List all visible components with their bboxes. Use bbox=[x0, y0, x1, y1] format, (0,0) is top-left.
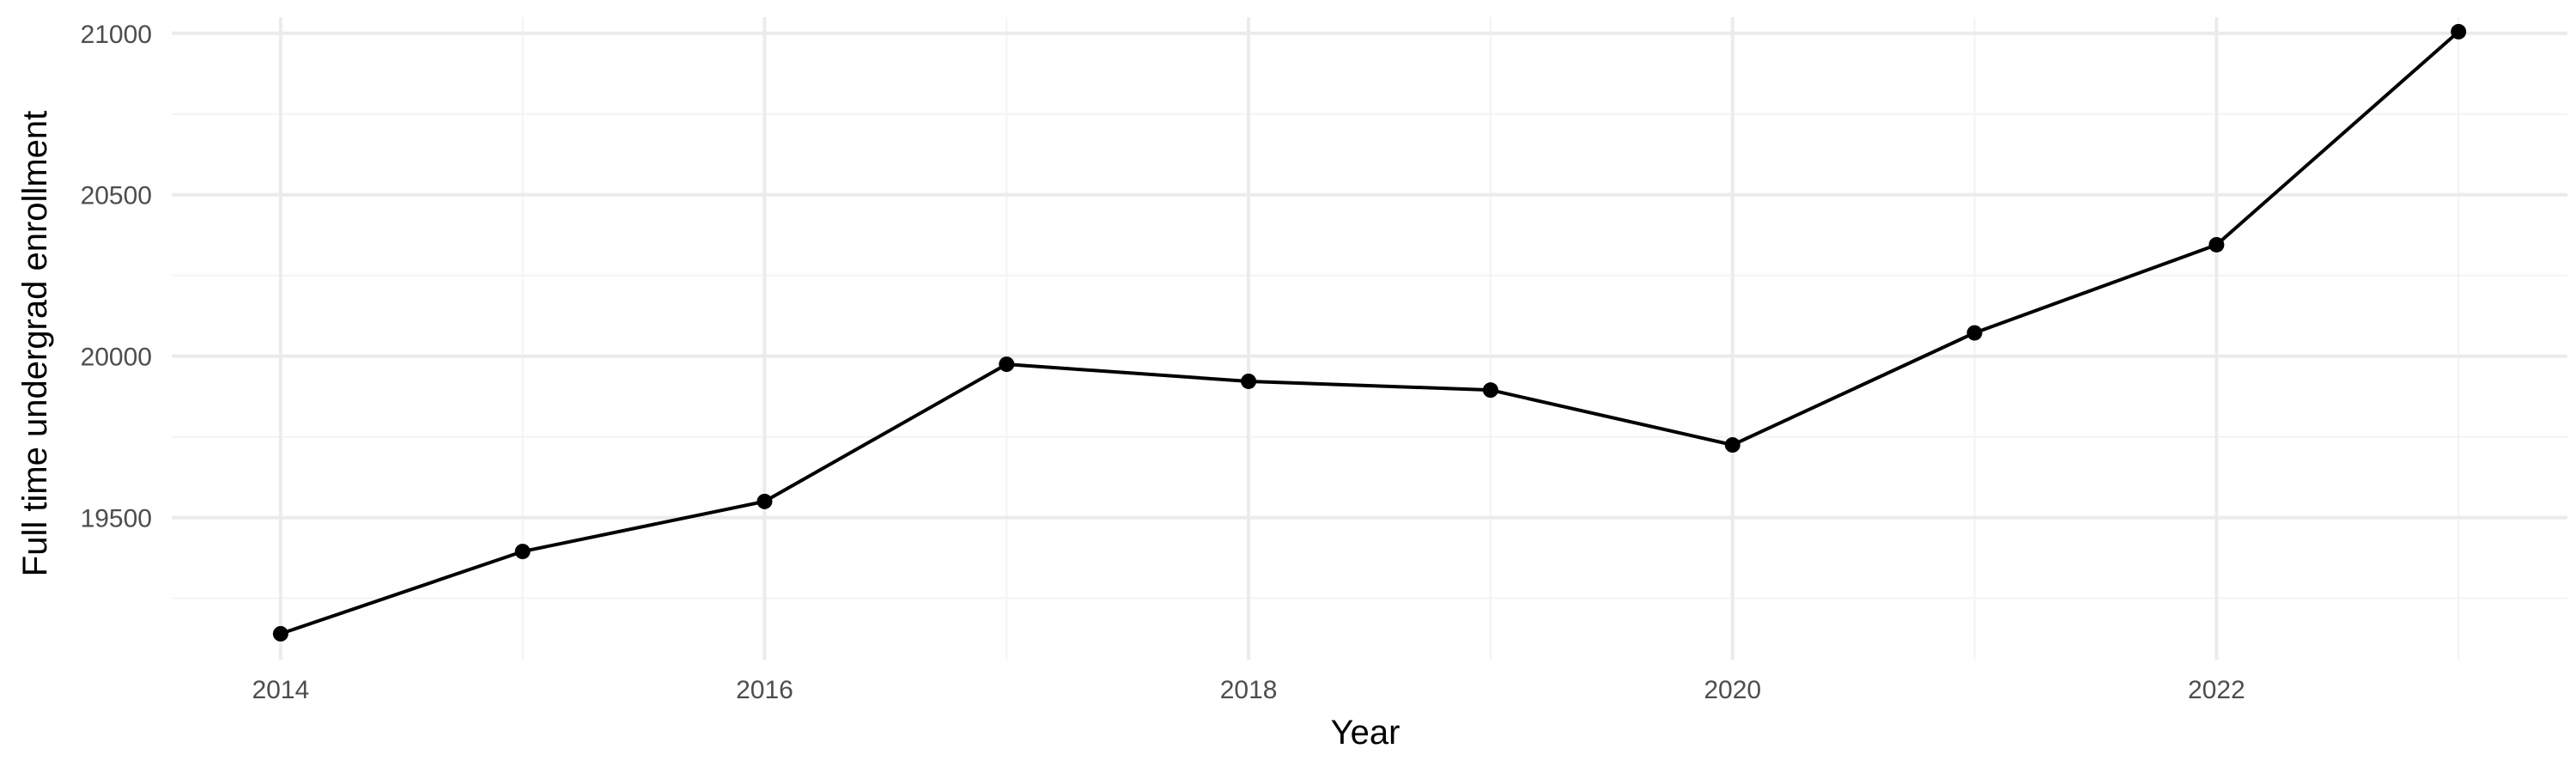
data-point bbox=[2451, 23, 2467, 40]
x-tick-label: 2016 bbox=[736, 676, 793, 704]
series-layer bbox=[280, 30, 2460, 636]
data-point bbox=[1241, 373, 1257, 389]
x-axis-title: Year bbox=[1331, 714, 1400, 752]
data-point bbox=[1966, 325, 1983, 341]
y-tick-label: 21000 bbox=[81, 21, 152, 49]
data-point bbox=[1482, 382, 1498, 399]
x-tick-label: 2022 bbox=[2188, 676, 2245, 704]
x-tick-label: 2018 bbox=[1220, 676, 1278, 704]
y-tick-label: 20500 bbox=[81, 182, 152, 210]
data-point bbox=[514, 544, 531, 560]
x-tick-label: 2020 bbox=[1704, 676, 1761, 704]
data-point bbox=[272, 625, 289, 642]
x-tick-labels: 2014 2016 2018 2020 2022 bbox=[252, 676, 2245, 704]
data-point bbox=[999, 356, 1015, 373]
y-tick-labels: 19500 20000 20500 21000 bbox=[81, 21, 152, 533]
points-layer bbox=[272, 23, 2467, 642]
data-point bbox=[1724, 437, 1741, 453]
x-tick-label: 2014 bbox=[252, 676, 309, 704]
y-tick-label: 19500 bbox=[81, 505, 152, 533]
series-line bbox=[280, 30, 2460, 636]
minor-gridlines bbox=[172, 17, 2567, 660]
data-point bbox=[756, 493, 773, 509]
y-axis-title: Full time undergrad enrollment bbox=[16, 111, 54, 576]
data-point bbox=[2208, 236, 2225, 253]
y-tick-label: 20000 bbox=[81, 344, 152, 372]
major-gridlines bbox=[172, 17, 2567, 660]
